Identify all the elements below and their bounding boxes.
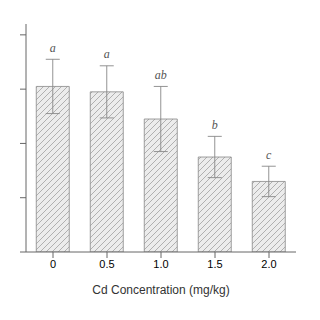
svg-text:1.0: 1.0 xyxy=(153,258,168,270)
svg-text:c: c xyxy=(266,148,272,162)
svg-text:a: a xyxy=(104,47,110,61)
svg-text:b: b xyxy=(212,118,218,132)
svg-text:1.5: 1.5 xyxy=(207,258,222,270)
svg-text:2.0: 2.0 xyxy=(261,258,276,270)
svg-text:0: 0 xyxy=(50,258,56,270)
svg-text:Cd Concentration (mg/kg): Cd Concentration (mg/kg) xyxy=(92,283,229,297)
svg-text:a: a xyxy=(50,41,56,55)
svg-text:0.5: 0.5 xyxy=(99,258,114,270)
svg-text:ab: ab xyxy=(155,68,167,82)
